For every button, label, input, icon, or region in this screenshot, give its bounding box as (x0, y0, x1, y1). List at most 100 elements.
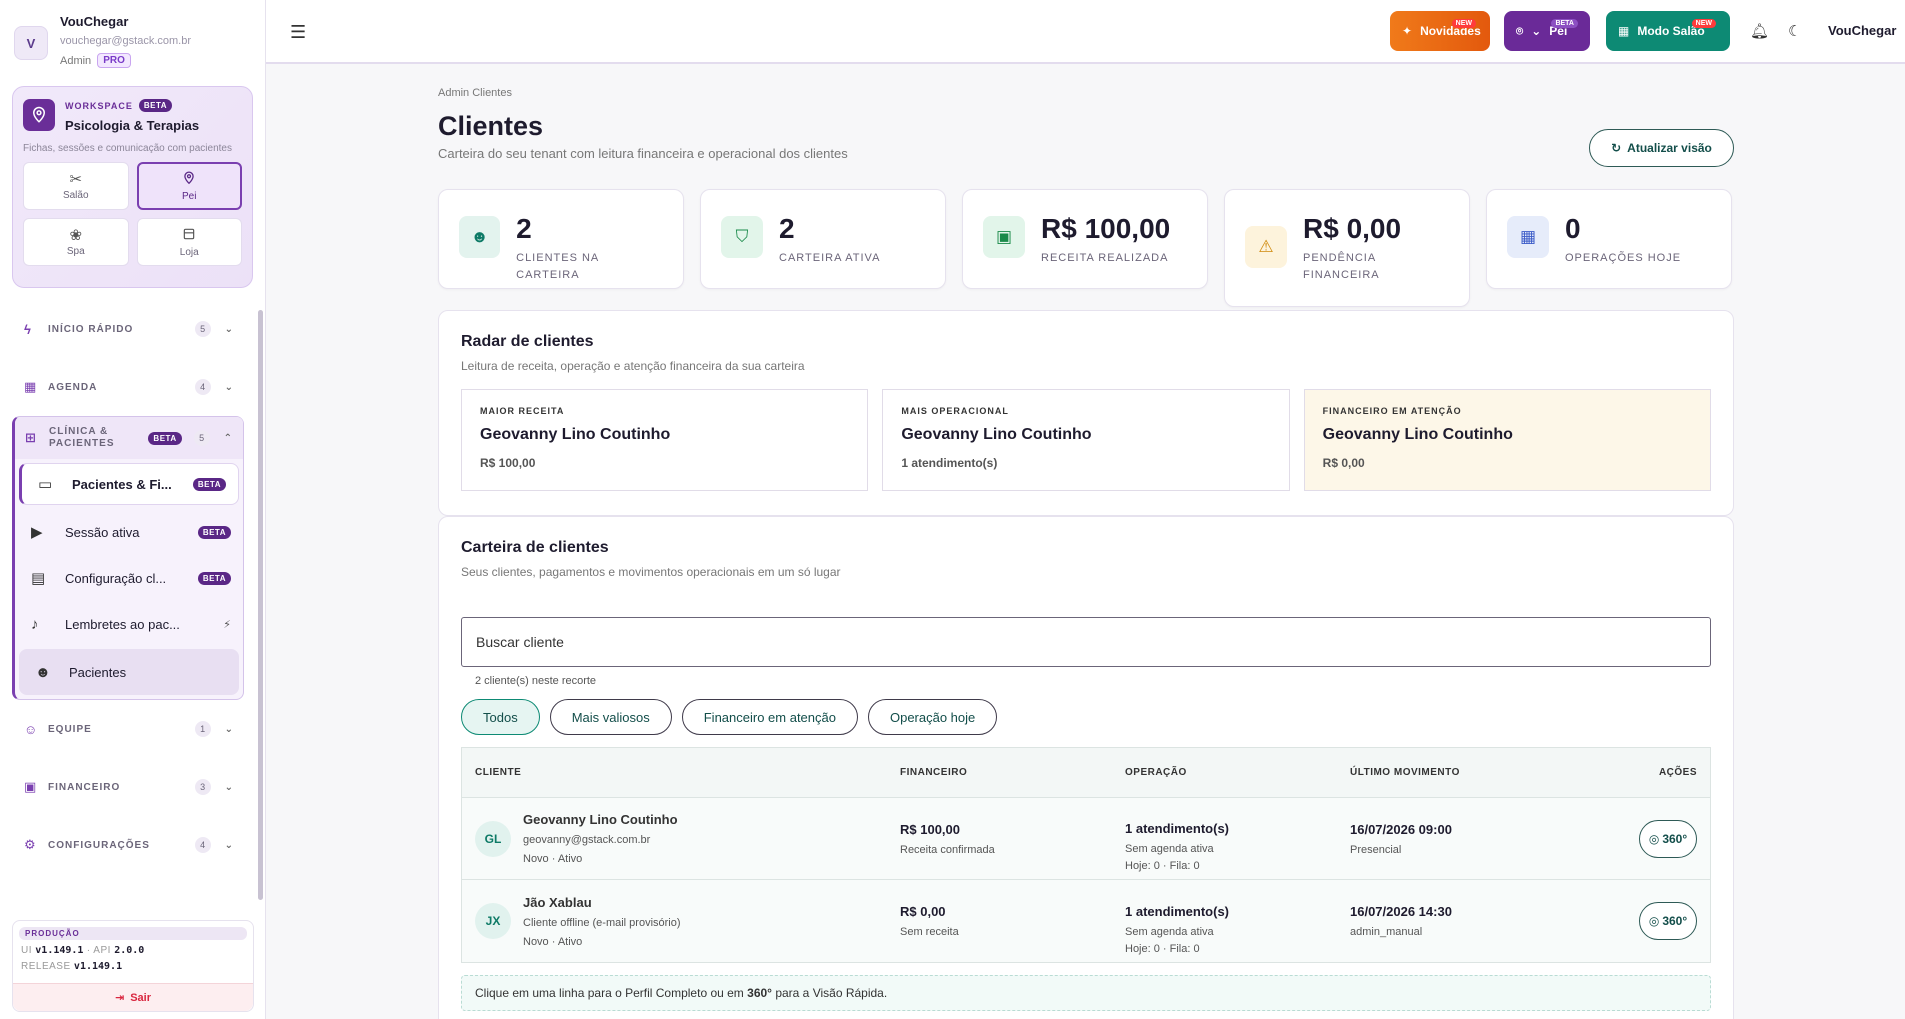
column-header[interactable]: OPERAÇÃO (1125, 767, 1187, 778)
sidebar-item-lembretes[interactable]: ♪ Lembretes ao pac... ⚡ (15, 601, 243, 647)
pei-switcher-button[interactable]: ⌾ ⌄ Pei BETA (1504, 11, 1590, 51)
table-row[interactable]: JX Jão Xablau Cliente offline (e-mail pr… (462, 880, 1710, 962)
hint-text-end: para a Visão Rápida. (775, 986, 888, 1000)
filter-mais-valiosos[interactable]: Mais valiosos (549, 699, 672, 735)
nav-group-inicio-rapido[interactable]: ϟ INÍCIO RÁPIDO 5 ⌄ (0, 300, 256, 358)
lotus-icon: ❀ (69, 226, 83, 244)
mov-date: 16/07/2026 09:00 (1350, 821, 1452, 837)
mov-type: admin_manual (1350, 926, 1423, 938)
target-icon: ◎ (1648, 831, 1660, 846)
op-today: Hoje: 0 · Fila: 0 (1125, 860, 1200, 872)
nav-group-clinica-pacientes: ⊞ CLÍNICA & PACIENTES BETA 5 ⌃ ▭ Pacientes… (12, 416, 244, 700)
moon-icon[interactable]: ☾ (1788, 23, 1802, 40)
nav-group-label-line2: PACIENTES (49, 438, 115, 449)
quick-view-360-button[interactable]: ◎ 360° (1639, 819, 1697, 858)
nav-count: 5 (193, 430, 210, 446)
filter-operacao-hoje[interactable]: Operação hoje (867, 699, 998, 735)
chevron-down-icon: ⌄ (1531, 24, 1542, 38)
nav-group-label: INÍCIO RÁPIDO (48, 323, 134, 335)
radar-financeiro-atencao[interactable]: FINANCEIRO EM ATENÇÃO Geovanny Lino Cout… (1303, 389, 1711, 491)
filter-todos[interactable]: Todos (461, 699, 540, 735)
api-label: API (93, 945, 111, 956)
page-title: Clientes (438, 111, 544, 141)
money-icon: ▣ (24, 779, 38, 794)
filter-financeiro-atencao[interactable]: Financeiro em atenção (681, 699, 858, 735)
column-header: AÇÕES (1658, 767, 1697, 778)
sidebar-item-label: Configuração cl... (65, 570, 167, 586)
sidebar-item-configuracao-clinica[interactable]: ▤ Configuração cl... BETA (15, 555, 243, 601)
workspace-tile-salao[interactable]: ✂ Salão (23, 162, 129, 210)
quick-view-label: 360° (1662, 831, 1688, 846)
workspace-title: Psicologia & Terapias (65, 118, 200, 133)
radar-title: Radar de clientes (461, 333, 594, 350)
column-header[interactable]: FINANCEIRO (900, 767, 968, 778)
nav-group-label-line1: CLÍNICA & (49, 426, 109, 437)
nav-group-configuracoes[interactable]: ⚙ CONFIGURAÇÕES 4 ⌄ (0, 816, 256, 874)
store-icon: ▦ (1618, 24, 1630, 38)
op-sub: Sem agenda ativa (1125, 925, 1214, 938)
client-email: Cliente offline (e-mail provisório) (523, 916, 681, 929)
result-count: 2 cliente(s) neste recorte (475, 675, 597, 687)
bolt-icon: ϟ (24, 321, 32, 337)
logout-label: Sair (130, 991, 151, 1004)
folder-user-icon: ▭ (38, 476, 53, 493)
env-label: PRODUÇÃO (19, 927, 247, 940)
workspace-tile-pei[interactable]: Pei (136, 162, 242, 210)
workspace-tile-loja[interactable]: Loja (136, 218, 242, 266)
kpi-clientes-carteira: ☻ 2 CLIENTES NA CARTEIRA (438, 189, 684, 289)
refresh-view-button[interactable]: ↻ Atualizar visão (1589, 129, 1734, 167)
column-header[interactable]: ÚLTIMO MOVIMENTO (1350, 767, 1460, 778)
workspace-card: WORKSPACE BETA Psicologia & Terapias Fich… (12, 86, 253, 288)
chevron-down-icon: ⌄ (224, 839, 234, 851)
radar-maior-receita[interactable]: MAIOR RECEITA Geovanny Lino Coutinho R$ … (461, 389, 869, 491)
kpi-value: R$ 0,00 (1303, 213, 1402, 244)
menu-icon[interactable]: ☰ (290, 22, 307, 42)
quick-view-360-button[interactable]: ◎ 360° (1639, 902, 1697, 940)
sidebar-item-label: Sessão ativa (65, 524, 140, 540)
target-icon: ◎ (1648, 914, 1660, 928)
location-pin-icon (182, 171, 196, 188)
logout-button[interactable]: ⇥ Sair (13, 983, 253, 1011)
radar-mais-operacional[interactable]: MAIS OPERACIONAL Geovanny Lino Coutinho … (882, 389, 1290, 491)
calendar-check-icon: ▦ (1507, 216, 1549, 258)
nav-group-label: AGENDA (48, 381, 98, 393)
beta-badge: BETA (148, 431, 182, 445)
workspace-label: WORKSPACE (65, 100, 133, 111)
op-main: 1 atendimento(s) (1125, 821, 1230, 836)
sidebar-item-sessao-ativa[interactable]: ▶ Sessão ativa BETA (15, 509, 243, 555)
op-main: 1 atendimento(s) (1125, 903, 1230, 919)
radar-label: MAIS OPERACIONAL (901, 406, 1009, 416)
nav-group-clinica-header[interactable]: ⊞ CLÍNICA & PACIENTES BETA 5 ⌃ (15, 417, 243, 459)
sidebar-item-pacientes-fichas[interactable]: ▭ Pacientes & Fi... BETA (19, 463, 239, 505)
sidebar-item-label: Lembretes ao pac... (65, 616, 180, 632)
modo-salao-button[interactable]: ▦ Modo Salão NEW (1606, 11, 1730, 51)
tile-label: Salão (62, 189, 89, 201)
environment-panel: PRODUÇÃO UI v1.149.1 · API 2.0.0 RELEASE… (12, 920, 254, 1012)
kpi-value: R$ 100,00 (1041, 213, 1171, 244)
sidebar-scrollbar[interactable] (258, 310, 263, 900)
bell-icon[interactable]: 🔔︎ (1750, 23, 1770, 40)
profile-header[interactable]: V VouChegar vouchegar@gstack.com.br Admi… (0, 0, 265, 80)
novidades-button[interactable]: ✦ Novidades NEW (1390, 11, 1490, 51)
column-header[interactable]: CLIENTE (475, 767, 522, 778)
breadcrumb: Admin Clientes (438, 87, 512, 99)
gear-icon: ⚙ (24, 837, 37, 852)
workspace-tile-spa[interactable]: ❀ Spa (23, 218, 129, 266)
nav-group-equipe[interactable]: ☺ EQUIPE 1 ⌄ (0, 700, 256, 758)
beta-badge: BETA (138, 99, 173, 112)
beta-badge: BETA (197, 525, 231, 539)
chevron-down-icon: ⌄ (224, 723, 234, 735)
nav-group-agenda[interactable]: ▦ AGENDA 4 ⌄ (0, 358, 256, 416)
table-row[interactable]: GL Geovanny Lino Coutinho geovanny@gstac… (462, 798, 1710, 880)
users-icon: ☻ (459, 216, 501, 258)
mov-date: 16/07/2026 14:30 (1350, 904, 1452, 919)
release-label: RELEASE (21, 961, 71, 972)
sidebar-item-pacientes[interactable]: ☻ Pacientes (19, 649, 239, 695)
nav-group-financeiro[interactable]: ▣ FINANCEIRO 3 ⌄ (0, 758, 256, 816)
store-icon (182, 227, 196, 244)
kpi-label: CLIENTES NA CARTEIRA (516, 252, 599, 281)
modo-salao-label: Modo Salão (1637, 24, 1705, 38)
kpi-label: RECEITA REALIZADA (1041, 252, 1169, 264)
search-input[interactable]: Buscar cliente (461, 617, 1711, 667)
new-badge: NEW (1691, 19, 1716, 28)
